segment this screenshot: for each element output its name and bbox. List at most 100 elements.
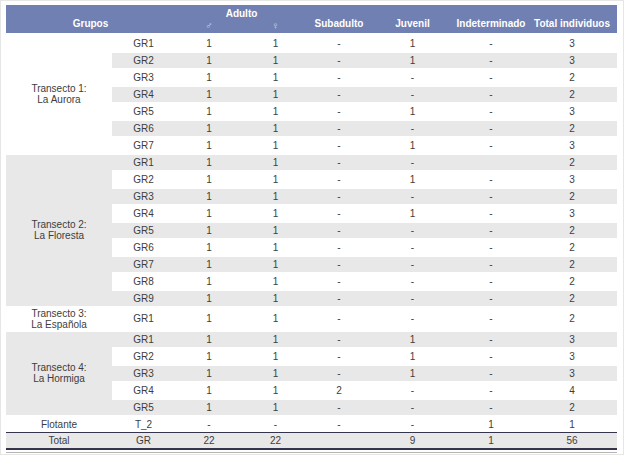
cell-adult-female: 1	[243, 307, 308, 331]
cell-juvenil: 1	[370, 365, 455, 382]
cell-juvenil: 1	[370, 171, 455, 188]
table-row: Transecto 2:La FlorestaGR111--2	[6, 154, 617, 171]
cell-adult-female: 1	[243, 171, 308, 188]
transect-label: Transecto 1:La Aurora	[6, 34, 112, 154]
cell-juvenil: -	[370, 256, 455, 273]
cell-indeterminado: 1	[455, 416, 527, 433]
cell-adult-female: 1	[243, 399, 308, 416]
cell-group-id: GR3	[112, 365, 175, 382]
cell-indeterminado: -	[455, 365, 527, 382]
cell-juvenil: -	[370, 307, 455, 331]
cell-subadulto: -	[308, 290, 370, 307]
cell-indeterminado: -	[455, 290, 527, 307]
cell-total: 3	[527, 331, 617, 348]
total-label: Total	[6, 432, 112, 449]
cell-adult-male: 1	[175, 69, 243, 86]
cell-group-id: GR4	[112, 205, 175, 222]
cell-adult-female: 1	[243, 239, 308, 256]
cell-indeterminado: -	[455, 273, 527, 290]
transect-label: Transecto 4:La Hormiga	[6, 331, 112, 416]
cell-adult-female: -	[243, 416, 308, 433]
cell-total: 2	[527, 154, 617, 171]
header-grupos: Grupos	[6, 5, 175, 34]
cell-adult-female: 1	[243, 137, 308, 154]
cell-group-id: GR6	[112, 239, 175, 256]
cell-adult-male: 1	[175, 399, 243, 416]
cell-total: 56	[527, 432, 617, 449]
total-row: TotalGR22229156	[6, 432, 617, 449]
cell-indeterminado: -	[455, 348, 527, 365]
cell-subadulto: -	[308, 154, 370, 171]
cell-indeterminado: -	[455, 103, 527, 120]
cell-adult-male: 1	[175, 205, 243, 222]
transect-label: Transecto 2:La Floresta	[6, 154, 112, 307]
cell-subadulto: -	[308, 137, 370, 154]
cell-juvenil: 1	[370, 103, 455, 120]
cell-juvenil: 9	[370, 432, 455, 449]
header-total-individuos: Total individuos	[527, 5, 617, 34]
cell-adult-female: 1	[243, 331, 308, 348]
cell-total: 2	[527, 399, 617, 416]
cell-subadulto: -	[308, 273, 370, 290]
cell-subadulto: -	[308, 399, 370, 416]
cell-group-id: GR	[112, 432, 175, 449]
cell-indeterminado: -	[455, 382, 527, 399]
transect-label: Flotante	[6, 416, 112, 433]
cell-indeterminado: 1	[455, 432, 527, 449]
cell-subadulto: -	[308, 171, 370, 188]
female-icon: ♀	[243, 20, 308, 31]
cell-juvenil: -	[370, 188, 455, 205]
cell-subadulto: -	[308, 52, 370, 69]
cell-adult-female: 1	[243, 365, 308, 382]
cell-subadulto: -	[308, 188, 370, 205]
cell-subadulto: -	[308, 222, 370, 239]
cell-subadulto: -	[308, 307, 370, 331]
cell-adult-female: 1	[243, 86, 308, 103]
cell-juvenil: -	[370, 273, 455, 290]
cell-total: 3	[527, 205, 617, 222]
cell-juvenil: -	[370, 399, 455, 416]
cell-group-id: GR2	[112, 52, 175, 69]
cell-adult-male: 1	[175, 307, 243, 331]
cell-juvenil: -	[370, 222, 455, 239]
cell-adult-male: 1	[175, 273, 243, 290]
header-juvenil: Juvenil	[370, 5, 455, 34]
cell-adult-female: 1	[243, 222, 308, 239]
table-row: Transecto 4:La HormigaGR111-1-3	[6, 331, 617, 348]
cell-adult-female: 1	[243, 256, 308, 273]
cell-adult-male: 1	[175, 290, 243, 307]
cell-indeterminado: -	[455, 222, 527, 239]
cell-adult-male: 1	[175, 137, 243, 154]
groups-table: Grupos Adulto ♂ ♀ Subadulto Juvenil Inde…	[6, 5, 617, 450]
cell-group-id: GR4	[112, 382, 175, 399]
cell-group-id: GR6	[112, 120, 175, 137]
cell-subadulto: -	[308, 331, 370, 348]
cell-indeterminado: -	[455, 86, 527, 103]
table-bottom-rule	[6, 452, 617, 453]
cell-total: 2	[527, 256, 617, 273]
male-icon: ♂	[175, 20, 243, 31]
cell-total: 2	[527, 120, 617, 137]
cell-indeterminado: -	[455, 137, 527, 154]
cell-group-id: GR1	[112, 307, 175, 331]
cell-group-id: GR1	[112, 34, 175, 52]
cell-indeterminado: -	[455, 120, 527, 137]
cell-adult-male: 1	[175, 222, 243, 239]
cell-juvenil: -	[370, 86, 455, 103]
cell-subadulto: -	[308, 239, 370, 256]
cell-total: 2	[527, 307, 617, 331]
cell-subadulto: -	[308, 34, 370, 52]
table-row: FlotanteT_2----11	[6, 416, 617, 433]
cell-total: 2	[527, 222, 617, 239]
cell-adult-female: 1	[243, 103, 308, 120]
header-adulto-label: Adulto	[175, 8, 308, 19]
cell-adult-male: -	[175, 416, 243, 433]
cell-adult-male: 1	[175, 52, 243, 69]
cell-adult-male: 1	[175, 256, 243, 273]
cell-indeterminado: -	[455, 52, 527, 69]
cell-subadulto: -	[308, 365, 370, 382]
table-header: Grupos Adulto ♂ ♀ Subadulto Juvenil Inde…	[6, 5, 617, 34]
cell-total: 2	[527, 273, 617, 290]
cell-adult-male: 1	[175, 188, 243, 205]
cell-juvenil: -	[370, 120, 455, 137]
